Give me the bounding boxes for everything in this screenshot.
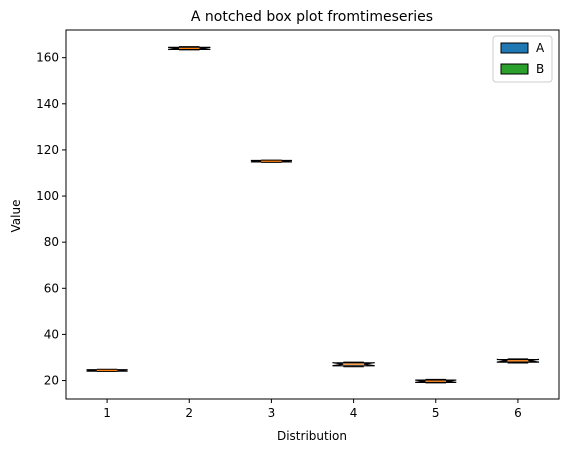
legend-swatch-b: [500, 63, 529, 75]
x-tick-label: 4: [350, 406, 358, 420]
notched-box: [168, 46, 211, 51]
y-tick-label: 80: [44, 235, 59, 249]
box-2: [168, 46, 211, 51]
axes-frame: [65, 29, 560, 400]
y-tick-label: 100: [36, 189, 59, 203]
notched-box: [496, 358, 540, 363]
box-5: [415, 378, 457, 384]
box-6: [496, 358, 540, 364]
y-axis-label: Value: [9, 200, 23, 233]
x-tick-label: 5: [432, 406, 440, 420]
box-4: [332, 361, 375, 368]
x-tick-label: 6: [514, 406, 522, 420]
legend-swatch-a: [500, 42, 529, 54]
legend: AB: [492, 35, 553, 83]
notched-box: [415, 379, 457, 383]
x-axis-label: Distribution: [277, 429, 347, 443]
box-1: [86, 368, 128, 372]
legend-label-b: B: [536, 62, 544, 76]
y-tick-label: 140: [36, 97, 59, 111]
y-tick-label: 40: [44, 327, 59, 341]
x-tick-label: 2: [185, 406, 193, 420]
y-tick-label: 120: [36, 143, 59, 157]
x-tick-label: 3: [268, 406, 276, 420]
y-tick-label: 20: [44, 374, 59, 388]
legend-label-a: A: [536, 41, 545, 55]
chart-title: A notched box plot fromtimeseries: [191, 9, 433, 25]
y-tick-label: 60: [44, 281, 59, 295]
y-tick-label: 160: [36, 51, 59, 65]
x-tick-label: 1: [103, 406, 111, 420]
plot-area: 20 40 60 80 100 120 140 160 1 2 3 4 5 6 AB: [36, 29, 560, 420]
notched-box: [332, 361, 375, 367]
box-3: [250, 159, 292, 163]
